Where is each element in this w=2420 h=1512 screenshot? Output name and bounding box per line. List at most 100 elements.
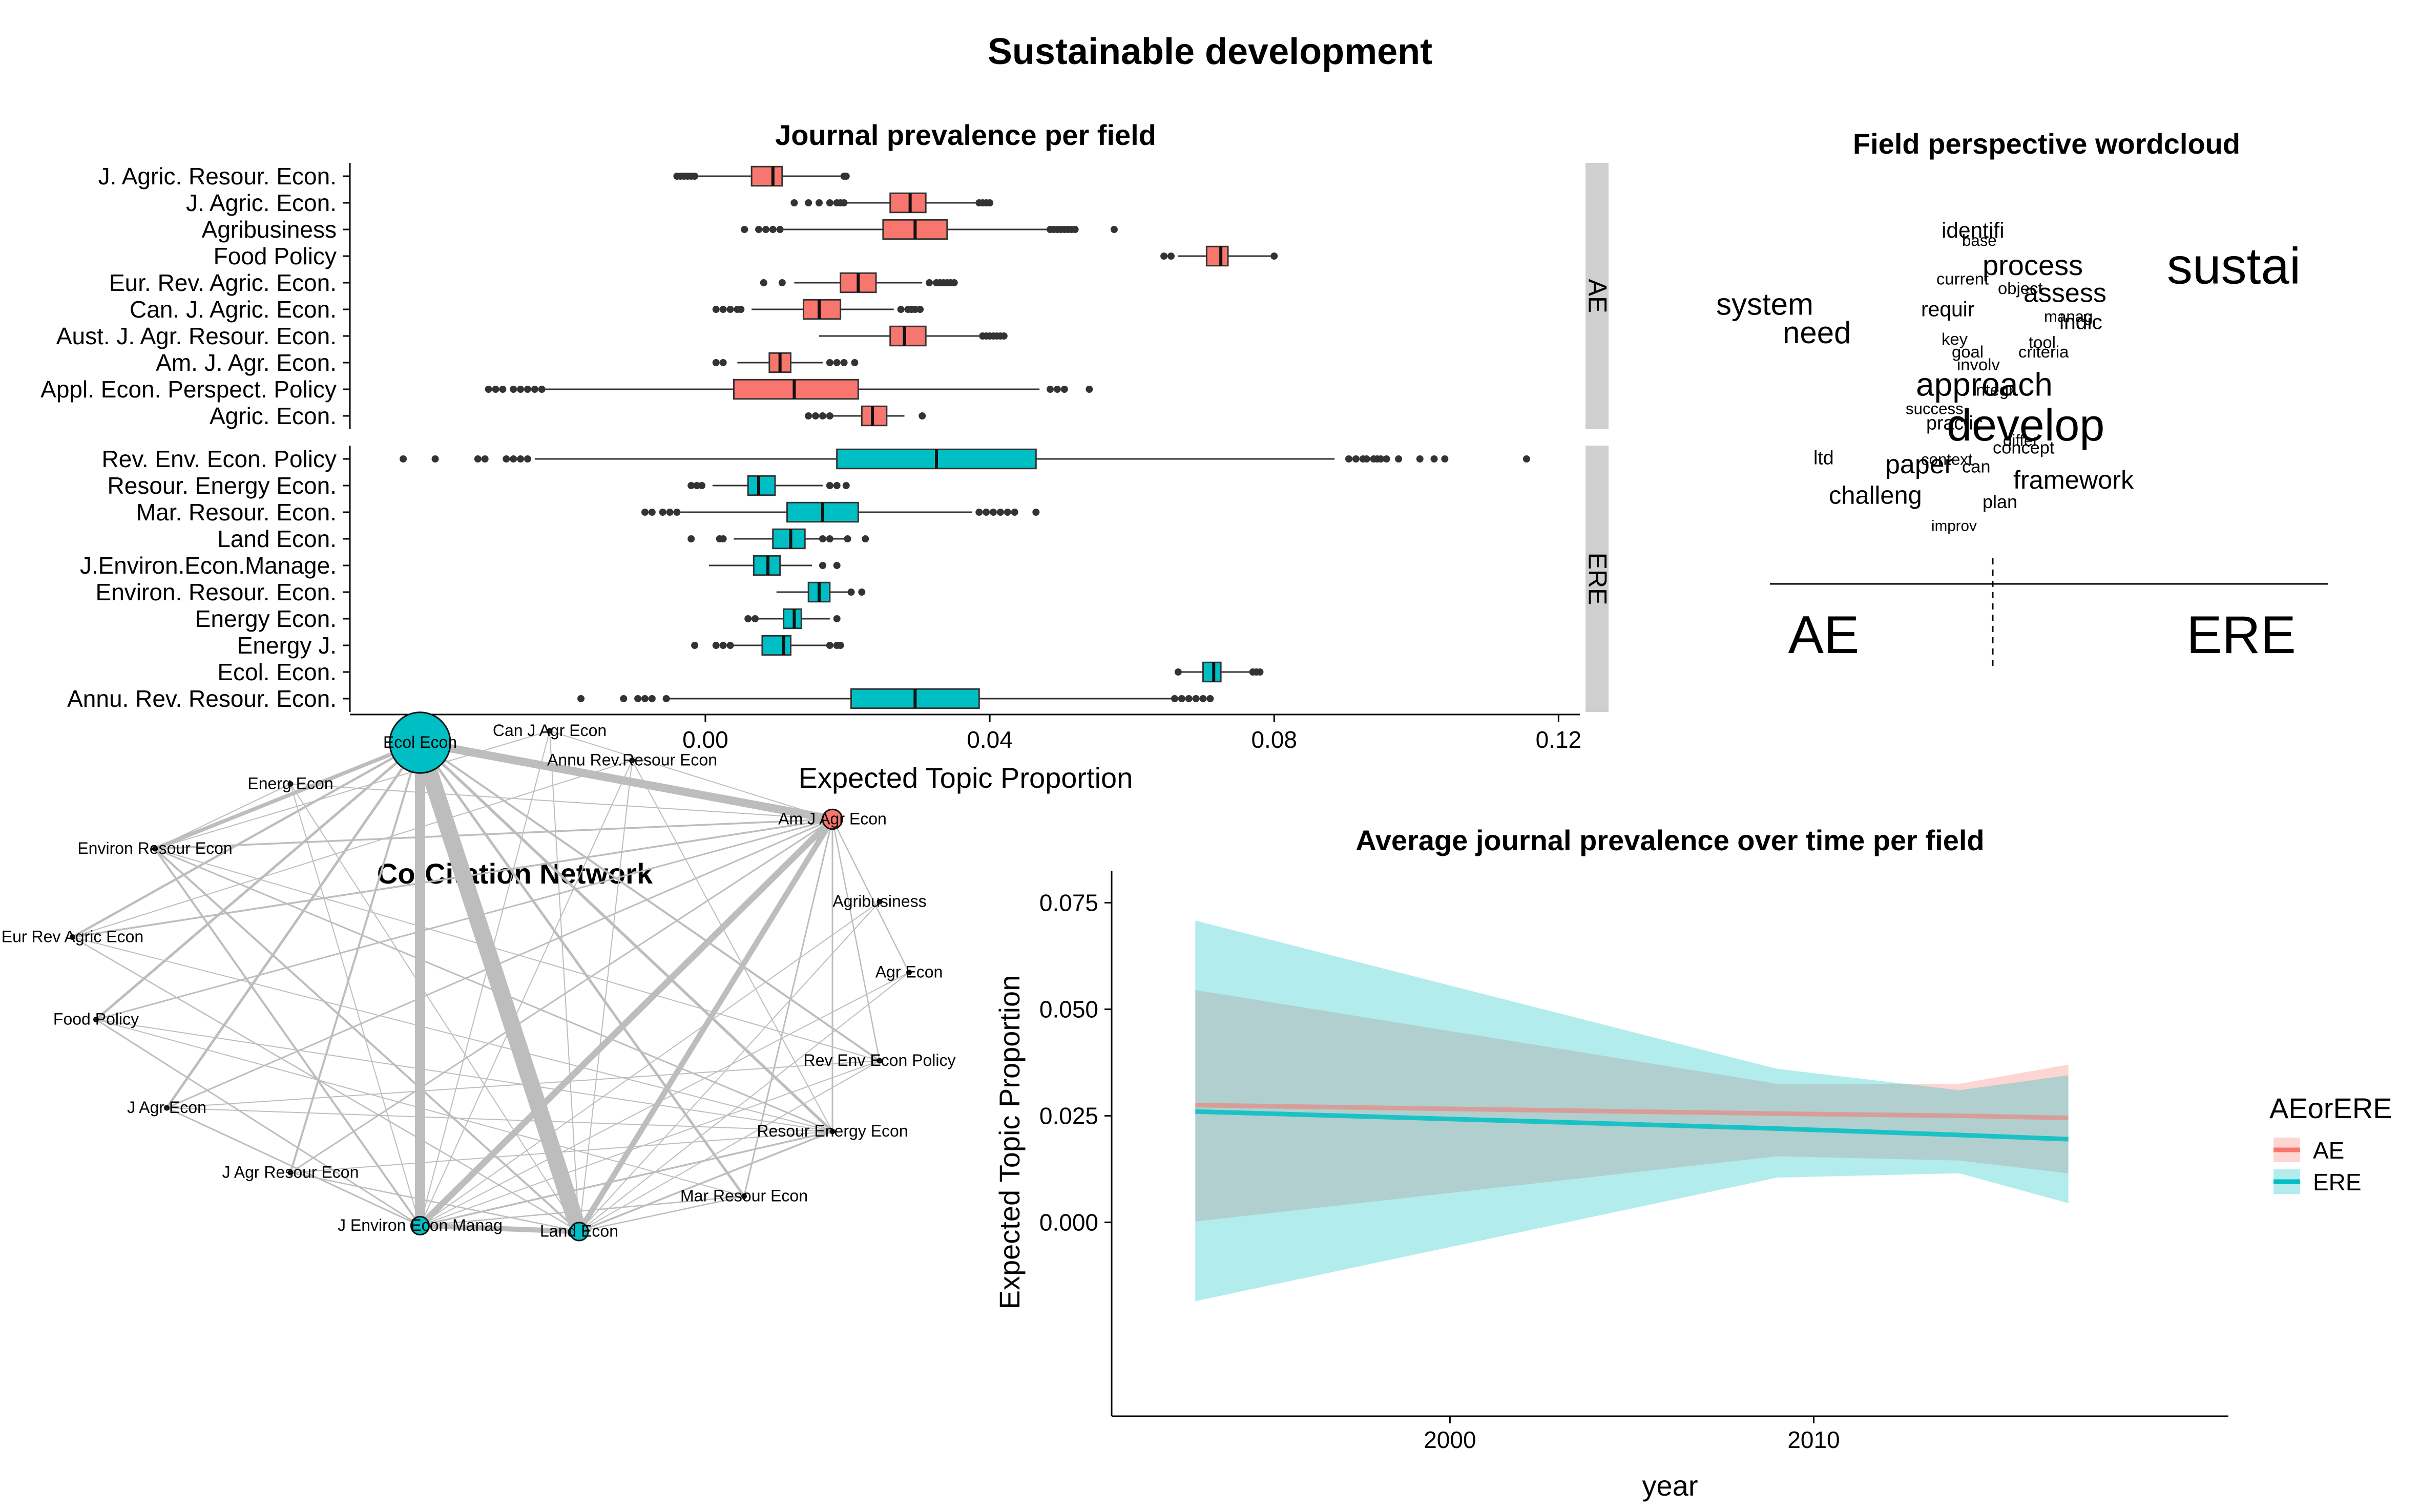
node-label: Rev Env Econ Policy [803,1051,955,1069]
word-success: success [1906,400,1964,417]
outlier-point [1345,455,1352,463]
word-sustai: sustai [2167,237,2301,295]
word-improv: improv [1931,517,1977,534]
network-edge [578,760,633,1232]
word-assess: assess [2023,278,2106,308]
y-tick-label: Mar. Resour. Econ. [136,499,337,526]
word-plan: plan [1983,491,2017,512]
network-edge [420,901,880,1226]
node-circle [877,899,883,905]
outlier-point [719,642,727,649]
outlier-point [819,562,826,569]
network-edge [549,730,580,1232]
outlier-point [805,412,812,419]
network-edge [289,1172,580,1232]
word-tool: tool [2029,332,2056,351]
network-nodes: Ecol Econ Can J Agr Econ Annu Rev.Resour E… [2,711,956,1242]
legend-label: ERE [2313,1169,2362,1195]
network-edge [419,741,834,1133]
node-circle [629,758,635,763]
outlier-point [634,695,642,702]
box-energy-econ: Energy Econ. [195,605,841,632]
y-tick-label: 0.050 [1039,996,1098,1022]
box-iqr [733,379,859,400]
y-tick-label: 0.025 [1039,1102,1098,1129]
box-iqr [1205,245,1229,267]
outlier-point [776,226,784,233]
outlier-point [1047,386,1054,393]
outlier-point [1206,695,1214,702]
network-edge [166,818,833,1109]
network-edge [154,730,550,849]
node-land-econ: Land Econ [540,1222,618,1242]
timeseries-ticks: 0.000 0.025 0.050 0.075 2000 2010 [1039,889,1840,1453]
box-iqr [889,192,927,214]
node-label: Annu Rev.Resour Econ [547,751,717,769]
y-tick-label: Annu. Rev. Resour. Econ. [67,685,337,712]
outlier-point [790,199,798,206]
box-food-policy: Food Policy [214,243,1278,269]
network-edge [831,818,910,973]
network-edge [420,730,550,1226]
outlier-point [691,642,699,649]
node-label: Mar Resour Econ [680,1187,808,1205]
network-edge [154,848,833,1132]
network-edge [165,741,422,1109]
outlier-point [691,173,699,180]
word-approach: approach [1916,366,2053,403]
outlier-point [778,279,786,286]
network-edge [72,760,633,938]
node-label: Agr Econ [875,963,943,981]
network-edge [419,742,881,1062]
node-energ-econ: Energ Econ [247,774,333,793]
x-tick-label: 0.08 [1251,726,1297,753]
boxplot-panel: Journal prevalence per field AE J. Agric.… [40,119,1612,794]
outlier-point [737,306,745,313]
box-iqr [783,608,802,629]
boxplot-facets: AE J. Agric. Resour. Econ.J. Agric. Econ.… [40,163,1612,712]
outlier-point [996,509,1004,516]
outlier-point [492,386,499,393]
outlier-point [826,535,833,542]
y-tick-label: J. Agric. Econ. [186,190,337,216]
outlier-point [1363,455,1370,463]
y-tick-label: Ecol. Econ. [217,659,337,685]
outlier-point [712,359,720,366]
node-label: J Environ Econ Manag [338,1216,503,1234]
outlier-point [499,386,507,393]
network-edge [166,1107,421,1227]
network-edge [154,783,291,849]
network-edge [153,741,422,851]
outlier-point [842,482,850,489]
word-criteria: criteria [2018,342,2069,361]
network-edge [72,818,833,938]
node-environ-resour-econ: Environ Resour Econ [77,839,232,857]
word-framework: framework [2013,465,2134,494]
box-iqr [802,299,842,320]
y-tick-label: 0.000 [1039,1209,1098,1235]
outlier-point [1167,253,1175,260]
node-label: Am J Agr Econ [778,810,887,828]
word-key: key [1942,329,1968,348]
box-j-agric-resour-econ: J. Agric. Resour. Econ. [98,163,850,190]
network-edge [166,1060,880,1108]
outlier-point [712,642,720,649]
node-label: Environ Resour Econ [77,839,232,857]
word-process: process [1983,249,2083,281]
outlier-point [911,306,919,313]
outlier-point [1171,695,1178,702]
node-circle [164,1105,170,1111]
box-appl-econ-perspect-policy: Appl. Econ. Perspect. Policy [40,376,1093,403]
legend-label: AE [2313,1137,2344,1164]
network-edge [289,742,421,1174]
node-label: Energ Econ [247,774,333,793]
outlier-point [990,509,997,516]
boxplot-title: Journal prevalence per field [775,119,1156,151]
word-practic: practic [1926,412,1983,433]
node-circle [741,1193,747,1199]
outlier-point [975,509,983,516]
box-rev-env-econ-policy: Rev. Env. Econ. Policy [102,446,1530,472]
outlier-point [840,199,848,206]
